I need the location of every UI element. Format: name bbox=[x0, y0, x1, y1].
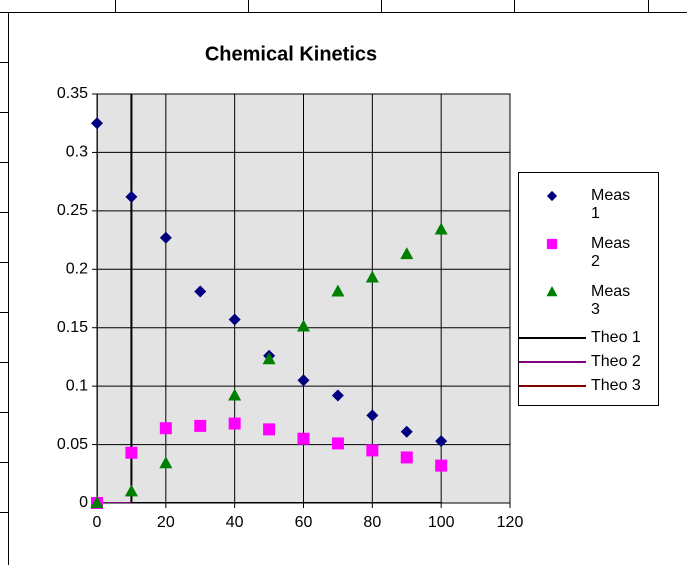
legend-key bbox=[546, 286, 558, 297]
series-line bbox=[130, 94, 442, 503]
legend-label: Theo 2 bbox=[591, 353, 641, 370]
marker bbox=[125, 446, 138, 459]
marker bbox=[297, 432, 310, 445]
x-tick-label: 40 bbox=[226, 514, 244, 531]
x-tick-label: 20 bbox=[157, 514, 175, 531]
marker bbox=[366, 409, 379, 422]
legend-key bbox=[519, 361, 586, 363]
marker bbox=[297, 319, 310, 332]
legend-label: Meas 2 bbox=[591, 235, 631, 270]
legend-label: Meas 1 bbox=[591, 187, 631, 222]
y-tick-label: 0.15 bbox=[57, 319, 88, 336]
marker bbox=[263, 423, 276, 436]
legend-label: Theo 1 bbox=[591, 329, 641, 346]
marker bbox=[400, 451, 413, 464]
marker bbox=[159, 231, 172, 244]
marker bbox=[124, 484, 138, 497]
marker bbox=[331, 389, 344, 402]
chart-title: Chemical Kinetics bbox=[205, 43, 377, 65]
y-tick-label: 0.1 bbox=[66, 377, 88, 394]
marker bbox=[297, 374, 310, 387]
marker bbox=[400, 425, 413, 438]
marker bbox=[159, 456, 173, 469]
legend: Meas 1 Meas 2 Meas 3 Theo 1 Theo 2 Theo 3 bbox=[518, 172, 659, 406]
marker bbox=[434, 222, 448, 235]
x-tick-label: 120 bbox=[497, 514, 524, 531]
marker bbox=[331, 284, 345, 297]
marker bbox=[546, 238, 558, 250]
marker bbox=[331, 437, 344, 450]
marker bbox=[125, 190, 138, 203]
marker bbox=[228, 388, 242, 401]
y-tick-label: 0.2 bbox=[66, 261, 88, 278]
marker bbox=[228, 417, 241, 430]
legend-key bbox=[546, 190, 558, 202]
marker bbox=[546, 190, 558, 202]
marker bbox=[365, 270, 379, 283]
legend-key bbox=[519, 385, 586, 387]
marker bbox=[366, 444, 379, 457]
y-tick-label: 0.25 bbox=[57, 202, 88, 219]
marker bbox=[262, 352, 276, 365]
marker bbox=[228, 313, 241, 326]
marker bbox=[159, 422, 172, 435]
marker bbox=[91, 117, 103, 130]
marker bbox=[90, 496, 104, 508]
marker bbox=[194, 419, 207, 432]
legend-label: Theo 3 bbox=[591, 377, 641, 394]
y-tick-label: 0.05 bbox=[57, 436, 88, 453]
marker bbox=[435, 435, 448, 448]
y-tick-label: 0 bbox=[79, 494, 88, 511]
x-tick-label: 80 bbox=[363, 514, 381, 531]
legend-key bbox=[546, 238, 558, 250]
y-tick-label: 0.3 bbox=[66, 144, 88, 161]
marker bbox=[435, 459, 448, 472]
x-tick-label: 100 bbox=[428, 514, 455, 531]
legend-key bbox=[519, 337, 586, 339]
x-tick-label: 0 bbox=[93, 514, 102, 531]
x-tick-label: 60 bbox=[295, 514, 313, 531]
marker bbox=[546, 286, 558, 297]
marker bbox=[194, 285, 207, 298]
y-tick-label: 0.35 bbox=[57, 85, 88, 102]
legend-label: Meas 3 bbox=[591, 283, 631, 318]
marker bbox=[400, 247, 414, 260]
